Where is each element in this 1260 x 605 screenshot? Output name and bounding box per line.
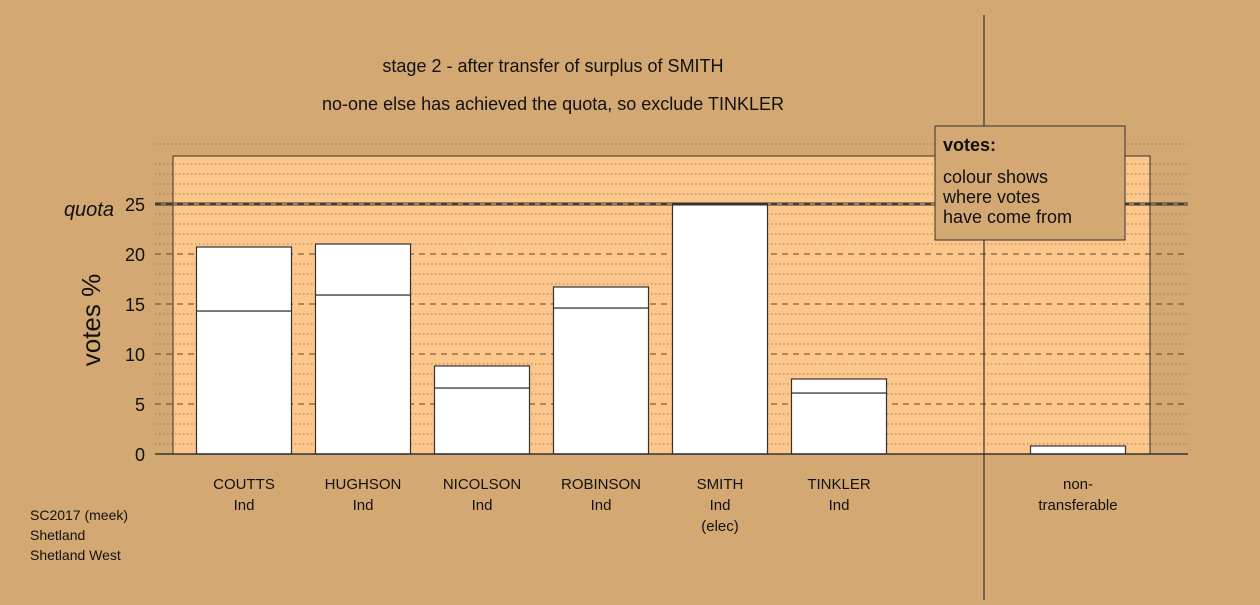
y-tick-label: 10: [125, 345, 145, 365]
bar-hughson-segment-2: [314, 243, 412, 296]
x-axis-labels: COUTTS Ind HUGHSON Ind NICOLSON Ind ROBINSON In…: [213, 476, 1117, 535]
x-label-coutts: COUTTS Ind: [213, 476, 275, 514]
bar-coutts-segment-1: [195, 310, 293, 455]
x-label-smith: SMITH Ind (elec): [697, 476, 744, 535]
legend-line: where votes: [942, 187, 1040, 207]
legend-box: [934, 125, 1126, 241]
y-axis-label: votes %: [76, 274, 106, 367]
x-label-hughson: HUGHSON Ind: [325, 476, 402, 514]
x-label-robinson: ROBINSON Ind: [561, 476, 641, 514]
footer-line-3: Shetland West: [30, 547, 121, 563]
x-label-tinkler: TINKLER Ind: [807, 476, 871, 514]
quota-label: quota: [64, 199, 114, 221]
chart-subtitle: no-one else has achieved the quota, so e…: [322, 94, 784, 114]
legend-line: colour shows: [943, 167, 1048, 187]
bar-nicolson-segment-1: [433, 387, 531, 455]
bar-non-transferable-segment-2: [1029, 445, 1127, 455]
chart-title: stage 2 - after transfer of surplus of S…: [382, 56, 723, 76]
legend-title: votes:: [943, 135, 996, 155]
bar-hughson-segment-1: [314, 294, 412, 455]
y-tick-label: 0: [135, 445, 145, 465]
bar-nicolson-segment-2: [433, 365, 531, 389]
footer-line-2: Shetland: [30, 527, 85, 543]
footer-line-1: SC2017 (meek): [30, 507, 128, 523]
bar-tinkler-segment-1: [790, 392, 888, 455]
x-label-nicolson: NICOLSON Ind: [443, 476, 521, 514]
y-tick-label: 20: [125, 245, 145, 265]
bar-coutts-segment-2: [195, 246, 293, 312]
bar-robinson-segment-1: [552, 307, 650, 455]
bars: [195, 203, 1127, 455]
y-tick-label: 15: [125, 295, 145, 315]
bar-tinkler-segment-2: [790, 378, 888, 394]
y-tick-label: 25: [125, 195, 145, 215]
bar-robinson-segment-2: [552, 286, 650, 309]
x-label-non-transferable: non-transferable: [1038, 476, 1117, 514]
bar-smith-segment-1: [671, 203, 769, 455]
y-tick-label: 5: [135, 395, 145, 415]
legend-line: have come from: [943, 207, 1072, 227]
